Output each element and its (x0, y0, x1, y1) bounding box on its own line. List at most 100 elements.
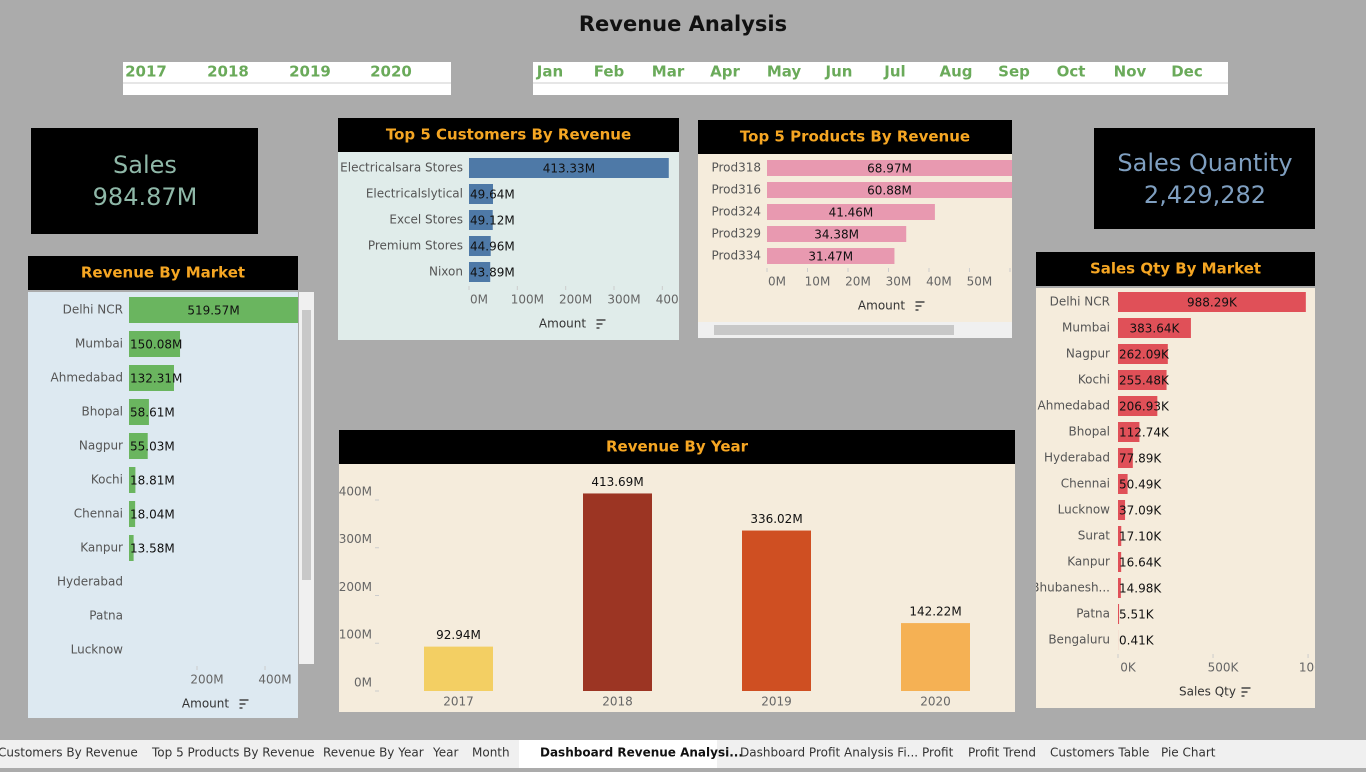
category-label: Kochi (91, 473, 123, 487)
sheet-tab[interactable]: Year (432, 746, 458, 760)
axis-title: Amount (182, 697, 229, 711)
x-tick-label: 2019 (761, 695, 792, 709)
x-tick-label: 2020 (920, 695, 951, 709)
category-label: Excel Stores (389, 213, 463, 227)
data-label: 55.03M (130, 440, 175, 454)
data-label: 112.74K (1119, 426, 1170, 440)
month-option[interactable]: May (767, 63, 802, 81)
data-label: 142.22M (909, 605, 961, 619)
data-label: 37.09K (1119, 504, 1162, 518)
sheet-tab[interactable]: Customers Table (1050, 746, 1149, 760)
data-label: 383.64K (1130, 322, 1181, 336)
kpi-label: Sales (113, 151, 177, 179)
category-label: Electricalslytical (366, 187, 463, 201)
category-label: Mumbai (1062, 321, 1110, 335)
axis-title: Amount (539, 317, 586, 331)
category-label: Prod329 (711, 227, 761, 241)
data-label: 5.51K (1119, 608, 1155, 622)
x-tick-label: 200M (559, 293, 592, 307)
data-label: 18.81M (130, 474, 175, 488)
axis-title: Sales Qty (1179, 685, 1236, 699)
month-option[interactable]: Jun (825, 63, 853, 81)
data-label: 262.09K (1119, 348, 1170, 362)
year-option[interactable]: 2020 (370, 63, 412, 81)
sheet-tab[interactable]: Profit Trend (968, 746, 1036, 760)
category-label: Premium Stores (368, 239, 463, 253)
data-label: 50.49K (1119, 478, 1162, 492)
data-label: 150.08M (130, 338, 182, 352)
sheet-tab[interactable]: Top 5 Products By Revenue (151, 746, 315, 760)
month-option[interactable]: Apr (710, 63, 740, 81)
x-tick-label: 300M (607, 293, 640, 307)
category-label: Electricalsara Stores (340, 161, 463, 175)
category-label: Bhopal (82, 405, 123, 419)
month-option[interactable]: Sep (998, 63, 1030, 81)
category-label: Prod318 (711, 161, 761, 175)
y-tick-label: 400M (339, 484, 372, 498)
category-label: Hyderabad (57, 575, 123, 589)
bar (424, 647, 493, 691)
scroll-thumb[interactable] (302, 310, 311, 580)
data-label: 92.94M (436, 628, 481, 642)
chart-title: Revenue By Market (81, 264, 245, 282)
data-label: 519.57M (187, 304, 239, 318)
data-label: 43.89M (470, 266, 515, 280)
dashboard-title: Revenue Analysis (579, 12, 787, 36)
bar (901, 623, 970, 691)
month-option[interactable]: Oct (1057, 63, 1086, 81)
axis-title: Amount (858, 299, 905, 313)
sheet-tab[interactable]: Dashboard Profit Analysis Fi... (740, 746, 918, 760)
year-option[interactable]: 2017 (125, 63, 167, 81)
kpi-card (1094, 128, 1315, 229)
y-tick-label: 300M (339, 532, 372, 546)
chart-title: Top 5 Products By Revenue (740, 128, 970, 146)
sheet-tab[interactable]: Dashboard Revenue Analysi... (540, 746, 743, 760)
sheet-tab[interactable]: Revenue By Year (323, 746, 424, 760)
data-label: 14.98K (1119, 582, 1162, 596)
category-label: Hyderabad (1044, 451, 1110, 465)
chart-title: Revenue By Year (606, 438, 749, 456)
month-option[interactable]: Jul (883, 63, 905, 81)
x-tick-label: 10M (805, 275, 831, 289)
data-label: 413.33M (543, 162, 595, 176)
category-label: Kanpur (80, 541, 123, 555)
data-label: 988.29K (1187, 296, 1238, 310)
data-label: 16.64K (1119, 556, 1162, 570)
x-tick-label: 0M (768, 275, 786, 289)
month-option[interactable]: Dec (1171, 63, 1203, 81)
sheet-tab[interactable]: Customers By Revenue (0, 746, 138, 760)
category-label: Kochi (1078, 373, 1110, 387)
sheet-tab[interactable]: Month (472, 746, 510, 760)
y-tick-label: 200M (339, 580, 372, 594)
data-label: 206.93K (1119, 400, 1170, 414)
sheet-tab[interactable]: Pie Chart (1161, 746, 1216, 760)
category-label: Delhi NCR (1050, 295, 1110, 309)
chart-title: Top 5 Customers By Revenue (386, 126, 631, 144)
year-option[interactable]: 2019 (289, 63, 331, 81)
kpi-value: 984.87M (93, 183, 198, 211)
x-tick-label: 0K (1120, 661, 1137, 675)
category-label: Prod316 (711, 183, 761, 197)
x-tick-label: 30M (886, 275, 912, 289)
category-label: Ahmedabad (51, 371, 123, 385)
category-label: Nixon (429, 265, 463, 279)
x-tick-label: 100M (511, 293, 544, 307)
category-label: Prod334 (711, 249, 761, 263)
x-tick-label: 400M (258, 673, 291, 687)
month-option[interactable]: Feb (594, 63, 625, 81)
kpi-value: 2,429,282 (1144, 181, 1266, 209)
category-label: Bhubanesh... (1031, 581, 1110, 595)
month-option[interactable]: Nov (1114, 63, 1147, 81)
sheet-tab[interactable]: Profit (922, 746, 954, 760)
month-option[interactable]: Mar (652, 63, 685, 81)
data-label: 60.88M (867, 184, 912, 198)
scroll-thumb[interactable] (714, 325, 954, 335)
category-label: Kanpur (1067, 555, 1110, 569)
x-tick-label: 20M (845, 275, 871, 289)
category-label: Surat (1078, 529, 1111, 543)
month-option[interactable]: Aug (939, 63, 972, 81)
year-option[interactable]: 2018 (207, 63, 249, 81)
data-label: 17.10K (1119, 530, 1162, 544)
month-option[interactable]: Jan (536, 63, 563, 81)
